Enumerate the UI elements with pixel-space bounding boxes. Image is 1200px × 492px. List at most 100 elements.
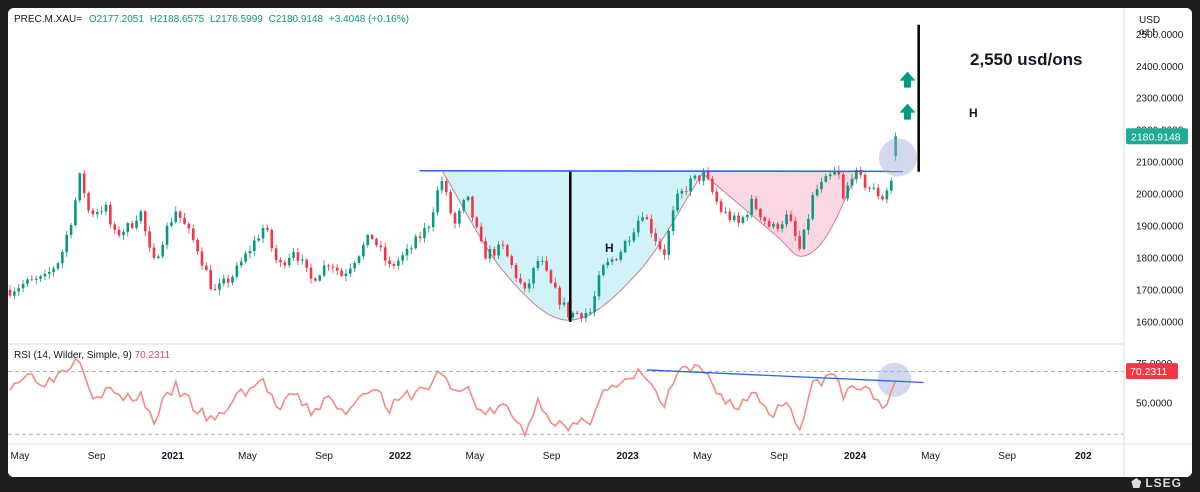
candle <box>606 257 609 269</box>
candle <box>846 182 849 202</box>
candle <box>13 287 16 299</box>
candle <box>732 212 736 223</box>
candle <box>719 198 723 214</box>
candle <box>497 241 500 260</box>
candle <box>798 230 801 252</box>
rsi-last-badge: 70.2311 <box>1126 363 1178 380</box>
candle <box>261 224 265 243</box>
candle <box>309 263 313 284</box>
candle <box>479 222 483 243</box>
candle <box>540 256 544 266</box>
candle <box>165 222 169 249</box>
candlestick-series <box>8 132 897 323</box>
candle <box>802 228 806 251</box>
candle <box>196 238 199 256</box>
text-annotations: 2,550 usd/ons H H <box>605 50 1082 255</box>
price-axis[interactable]: 1600.0000 1700.0000 1800.0000 1900.0000 2000… <box>1126 30 1188 328</box>
candle <box>828 171 832 180</box>
price-tick-label: 2000.0000 <box>1136 190 1184 201</box>
candle <box>889 177 893 194</box>
candle <box>418 231 422 243</box>
rsi-trendline[interactable] <box>646 369 924 384</box>
candle <box>344 268 348 282</box>
candle <box>449 189 452 215</box>
candle <box>820 177 823 193</box>
time-tick-label: 2022 <box>389 451 412 462</box>
candle <box>366 233 370 248</box>
candle <box>698 174 701 185</box>
candle <box>523 281 527 293</box>
candle <box>392 261 396 270</box>
resistance-line[interactable] <box>419 169 904 173</box>
candle <box>676 189 679 213</box>
candle <box>235 262 239 280</box>
candle <box>545 256 548 273</box>
time-tick-label: May <box>465 451 484 462</box>
candle <box>558 285 562 310</box>
candle <box>663 244 666 260</box>
time-tick-label: May <box>921 451 940 462</box>
candle <box>205 262 208 272</box>
svg-text:70.2311: 70.2311 <box>1130 366 1167 378</box>
price-highlight-circle <box>879 138 918 177</box>
candle <box>510 254 514 269</box>
candle <box>239 257 243 268</box>
candle <box>632 228 636 244</box>
candle <box>74 197 77 227</box>
candle <box>283 259 287 269</box>
candle <box>34 275 38 285</box>
candle <box>610 256 614 265</box>
candle <box>527 278 531 293</box>
candle <box>348 263 352 277</box>
candle <box>161 241 164 259</box>
candle <box>322 260 326 278</box>
rsi-line[interactable] <box>9 357 897 438</box>
candle <box>597 271 601 300</box>
target-height-label: H <box>969 106 978 120</box>
candle <box>876 184 880 200</box>
candle <box>789 210 793 223</box>
candle <box>492 246 496 260</box>
candle <box>274 244 278 264</box>
candle <box>724 207 727 215</box>
time-tick-label: May <box>693 451 712 462</box>
candle <box>885 187 889 204</box>
candle <box>209 264 212 291</box>
candle <box>427 225 431 233</box>
candle <box>824 173 828 183</box>
candle <box>331 263 335 274</box>
candle <box>859 166 863 179</box>
time-axis[interactable]: May Sep 2021 May Sep 2022 May Sep 2023 May Sep 2024… <box>11 451 1092 462</box>
rsi-value: 70.2311 <box>134 350 170 361</box>
candle <box>200 247 204 270</box>
candle <box>122 229 125 240</box>
candle <box>628 235 631 246</box>
rsi-tick-label: 50.0000 <box>1136 398 1173 409</box>
cup-depth-label: H <box>605 241 614 255</box>
candle <box>244 250 247 264</box>
currency-unit[interactable]: USD oz t <box>1139 15 1160 39</box>
change-value: +3.4048 (+0.16%) <box>328 14 409 25</box>
chart-canvas[interactable]: 1600.0000 1700.0000 1800.0000 1900.0000 2000… <box>8 8 1192 477</box>
rsi-title-label[interactable]: RSI (14, Wilder, Simple, 9) <box>14 350 132 361</box>
time-tick-label: Sep <box>998 451 1016 462</box>
candle <box>741 215 745 225</box>
candle <box>226 274 230 288</box>
candle <box>414 233 418 250</box>
symbol-label[interactable]: PREC.M.XAU= <box>14 14 83 25</box>
candle <box>248 245 252 259</box>
candle <box>113 221 117 234</box>
price-tick-label: 1900.0000 <box>1136 222 1184 233</box>
unit-label: oz t <box>1139 27 1156 38</box>
candle <box>170 217 173 228</box>
candle <box>370 234 374 240</box>
candle <box>270 228 274 253</box>
candle <box>56 261 60 271</box>
candle <box>318 274 322 282</box>
candle <box>759 207 762 221</box>
candle <box>767 217 771 229</box>
candle <box>436 186 439 216</box>
candle <box>706 167 710 181</box>
candle <box>793 216 797 242</box>
